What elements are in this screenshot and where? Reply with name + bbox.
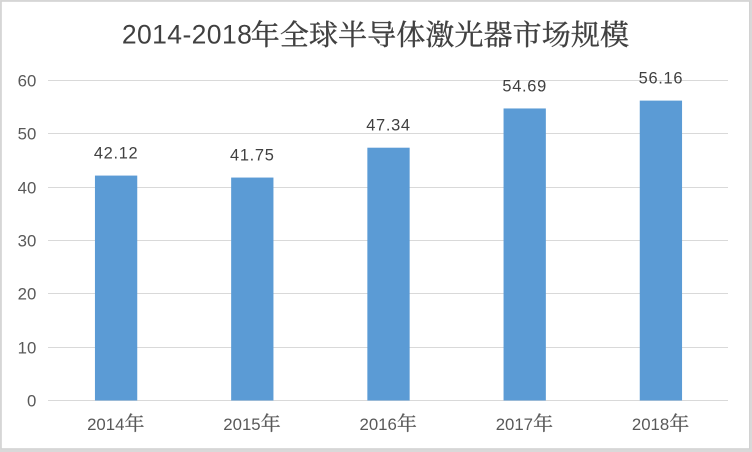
svg-text:0: 0	[27, 391, 36, 410]
svg-text:50: 50	[18, 124, 37, 143]
svg-text:2014: 2014	[87, 415, 124, 434]
svg-text:2017: 2017	[496, 415, 533, 434]
svg-text:40: 40	[18, 178, 37, 197]
svg-text:10: 10	[18, 338, 37, 357]
svg-text:47.34: 47.34	[366, 117, 411, 135]
svg-text:41.75: 41.75	[230, 146, 275, 164]
svg-text:54.69: 54.69	[502, 77, 547, 95]
svg-text:56.16: 56.16	[639, 69, 684, 87]
svg-text:30: 30	[18, 231, 37, 250]
svg-text:42.12: 42.12	[94, 144, 139, 162]
svg-text:2014-2018: 2014-2018	[122, 19, 252, 49]
svg-text:60: 60	[18, 71, 37, 90]
svg-text:2018: 2018	[632, 415, 669, 434]
svg-text:2015: 2015	[223, 415, 260, 434]
svg-text:20: 20	[18, 284, 37, 303]
svg-text:2016: 2016	[360, 415, 397, 434]
